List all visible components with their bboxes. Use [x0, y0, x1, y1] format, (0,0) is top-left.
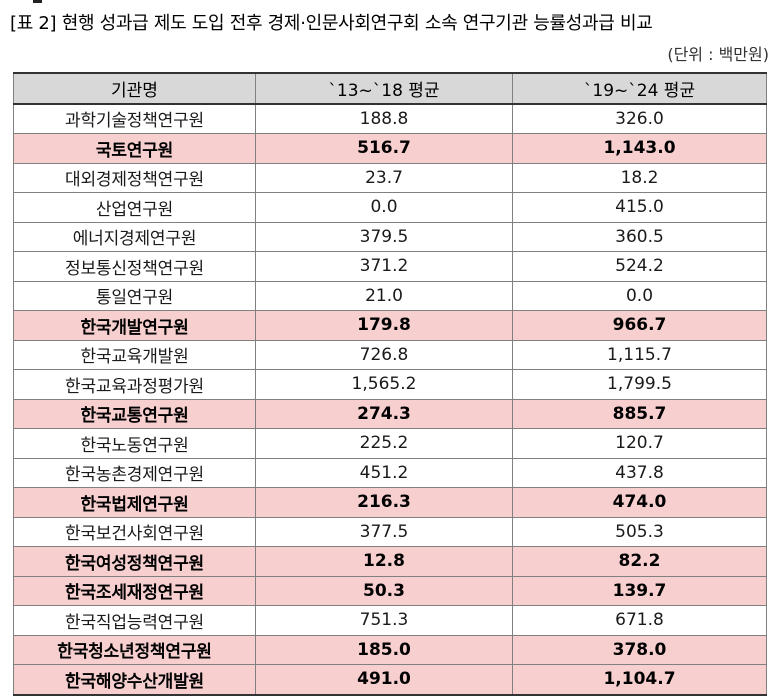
avg-2019-2024-cell: 437.8 [512, 457, 767, 488]
table-row: 통일연구원 21.0 0.0 [13, 280, 767, 311]
avg-2013-2018-cell: 21.0 [255, 280, 513, 311]
avg-2013-2018-cell: 516.7 [255, 133, 513, 164]
org-name-cell: 통일연구원 [13, 280, 256, 311]
table-row: 한국농촌경제연구원 451.2 437.8 [13, 457, 767, 488]
avg-2013-2018-cell: 751.3 [255, 605, 513, 636]
avg-2013-2018-cell: 50.3 [255, 575, 513, 606]
top-mark [33, 0, 42, 3]
avg-2013-2018-cell: 23.7 [255, 162, 513, 193]
org-name-cell: 한국해양수산개발원 [13, 664, 256, 696]
avg-2019-2024-cell: 0.0 [512, 280, 767, 311]
table-row: 정보통신정책연구원 371.2 524.2 [13, 251, 767, 282]
avg-2019-2024-cell: 82.2 [512, 546, 767, 577]
avg-2019-2024-cell: 378.0 [512, 634, 767, 665]
avg-2019-2024-cell: 524.2 [512, 251, 767, 282]
avg-2019-2024-cell: 1,799.5 [512, 369, 767, 400]
header-avg-2013-2018: `13~`18 평균 [255, 72, 513, 105]
avg-2013-2018-cell: 377.5 [255, 516, 513, 547]
org-name-cell: 대외경제정책연구원 [13, 162, 256, 193]
avg-2013-2018-cell: 371.2 [255, 251, 513, 282]
avg-2019-2024-cell: 18.2 [512, 162, 767, 193]
org-name-cell: 한국보건사회연구원 [13, 516, 256, 547]
org-name-cell: 에너지경제연구원 [13, 221, 256, 252]
table-row: 한국여성정책연구원 12.8 82.2 [13, 546, 767, 577]
incentive-comparison-table: 기관명 `13~`18 평균 `19~`24 평균 과학기술정책연구원 188.8… [13, 72, 767, 696]
header-org-name: 기관명 [13, 72, 256, 105]
avg-2019-2024-cell: 1,143.0 [512, 133, 767, 164]
avg-2013-2018-cell: 726.8 [255, 339, 513, 370]
avg-2013-2018-cell: 185.0 [255, 634, 513, 665]
table-row: 과학기술정책연구원 188.8 326.0 [13, 103, 767, 134]
org-name-cell: 과학기술정책연구원 [13, 103, 256, 134]
table-row: 한국교육과정평가원 1,565.2 1,799.5 [13, 369, 767, 400]
avg-2013-2018-cell: 379.5 [255, 221, 513, 252]
table-row: 한국법제연구원 216.3 474.0 [13, 487, 767, 518]
avg-2013-2018-cell: 491.0 [255, 664, 513, 696]
table-row: 한국노동연구원 225.2 120.7 [13, 428, 767, 459]
header-row: 기관명 `13~`18 평균 `19~`24 평균 [13, 72, 767, 105]
org-name-cell: 국토연구원 [13, 133, 256, 164]
avg-2019-2024-cell: 505.3 [512, 516, 767, 547]
table-row: 국토연구원 516.7 1,143.0 [13, 133, 767, 164]
org-name-cell: 한국개발연구원 [13, 310, 256, 341]
table-row: 한국보건사회연구원 377.5 505.3 [13, 516, 767, 547]
unit-label: (단위 : 백만원) [667, 45, 769, 64]
table-body: 과학기술정책연구원 188.8 326.0 국토연구원 516.7 1,143.0 대외경제… [13, 103, 767, 696]
org-name-cell: 한국노동연구원 [13, 428, 256, 459]
avg-2013-2018-cell: 274.3 [255, 398, 513, 429]
avg-2019-2024-cell: 415.0 [512, 192, 767, 223]
avg-2013-2018-cell: 216.3 [255, 487, 513, 518]
table-row: 한국직업능력연구원 751.3 671.8 [13, 605, 767, 636]
org-name-cell: 한국농촌경제연구원 [13, 457, 256, 488]
org-name-cell: 한국여성정책연구원 [13, 546, 256, 577]
header-avg-2019-2024: `19~`24 평균 [512, 72, 767, 105]
avg-2019-2024-cell: 885.7 [512, 398, 767, 429]
avg-2019-2024-cell: 120.7 [512, 428, 767, 459]
avg-2013-2018-cell: 225.2 [255, 428, 513, 459]
org-name-cell: 한국직업능력연구원 [13, 605, 256, 636]
table-caption: [표 2] 현행 성과급 제도 도입 전후 경제·인문사회연구회 소속 연구기관… [10, 13, 653, 34]
avg-2019-2024-cell: 326.0 [512, 103, 767, 134]
avg-2013-2018-cell: 179.8 [255, 310, 513, 341]
avg-2019-2024-cell: 474.0 [512, 487, 767, 518]
avg-2019-2024-cell: 671.8 [512, 605, 767, 636]
table-row: 한국청소년정책연구원 185.0 378.0 [13, 634, 767, 665]
org-name-cell: 한국조세재정연구원 [13, 575, 256, 606]
avg-2013-2018-cell: 0.0 [255, 192, 513, 223]
table-row: 한국개발연구원 179.8 966.7 [13, 310, 767, 341]
org-name-cell: 한국교육개발원 [13, 339, 256, 370]
avg-2019-2024-cell: 1,115.7 [512, 339, 767, 370]
avg-2019-2024-cell: 1,104.7 [512, 664, 767, 696]
table-row: 한국교육개발원 726.8 1,115.7 [13, 339, 767, 370]
avg-2013-2018-cell: 1,565.2 [255, 369, 513, 400]
avg-2013-2018-cell: 451.2 [255, 457, 513, 488]
org-name-cell: 정보통신정책연구원 [13, 251, 256, 282]
table-row: 에너지경제연구원 379.5 360.5 [13, 221, 767, 252]
table-row: 산업연구원 0.0 415.0 [13, 192, 767, 223]
avg-2013-2018-cell: 188.8 [255, 103, 513, 134]
table-row: 한국해양수산개발원 491.0 1,104.7 [13, 664, 767, 696]
avg-2019-2024-cell: 360.5 [512, 221, 767, 252]
org-name-cell: 한국법제연구원 [13, 487, 256, 518]
table-row: 한국조세재정연구원 50.3 139.7 [13, 575, 767, 606]
org-name-cell: 한국교육과정평가원 [13, 369, 256, 400]
org-name-cell: 한국교통연구원 [13, 398, 256, 429]
table-row: 대외경제정책연구원 23.7 18.2 [13, 162, 767, 193]
avg-2019-2024-cell: 966.7 [512, 310, 767, 341]
avg-2013-2018-cell: 12.8 [255, 546, 513, 577]
org-name-cell: 한국청소년정책연구원 [13, 634, 256, 665]
table-row: 한국교통연구원 274.3 885.7 [13, 398, 767, 429]
avg-2019-2024-cell: 139.7 [512, 575, 767, 606]
org-name-cell: 산업연구원 [13, 192, 256, 223]
